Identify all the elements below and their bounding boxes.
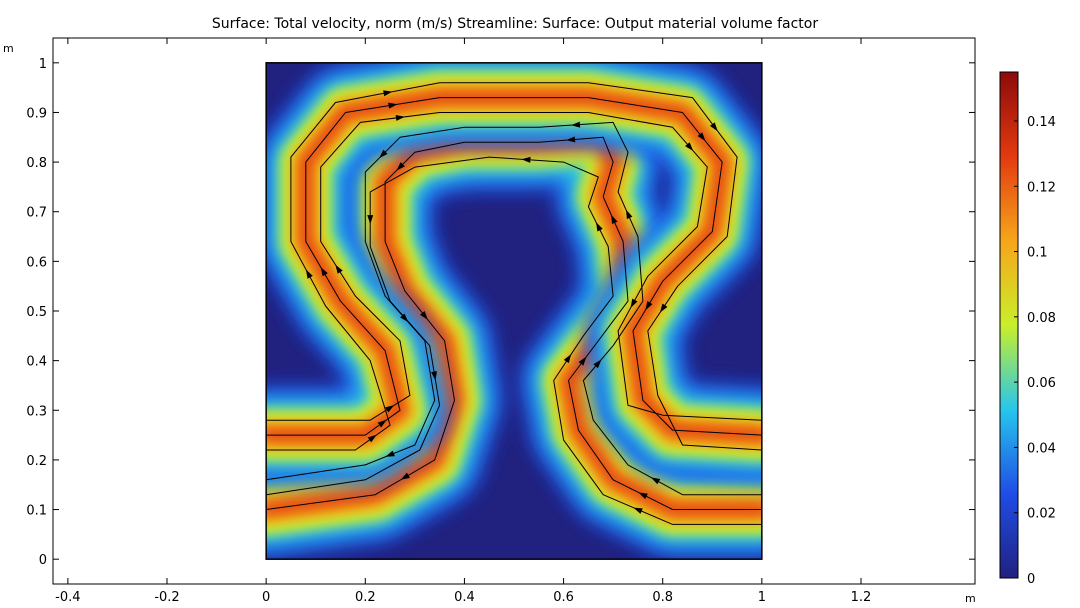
y-axis-unit: m [3,42,14,55]
colorbar-tick-label: 0.06 [1027,376,1056,391]
streamline-arrow [563,353,572,364]
streamline-arrow [377,419,387,428]
streamline-arrow [578,356,587,366]
streamline-arrow [570,121,581,128]
streamline-arrow [396,162,405,171]
streamline-arrow [638,492,648,500]
y-tick-label: 0.1 [26,504,47,519]
streamline-arrow [395,114,405,121]
streamline-arrow [697,132,706,142]
colorbar-tick-label: 0.02 [1027,507,1056,522]
streamline-arrow [659,303,668,313]
streamline-arrow [630,298,638,308]
streamline-arrow [633,507,643,514]
streamline-arrow [400,313,409,323]
colorbar-bar [999,71,1019,579]
domain-border [265,62,763,560]
x-axis: -0.4 -0.2 0 0.2 0.4 0.6 0.8 1 1.2 [55,38,871,605]
streamline-arrow [388,102,398,109]
streamline-arrow [625,209,633,220]
y-tick-label: 1 [39,57,47,72]
x-tick-label: -0.4 [55,590,80,605]
streamline-arrow [566,136,576,143]
streamline-arrow [305,269,313,279]
streamline-arrow [335,264,343,274]
chart-title: Surface: Total velocity, norm (m/s) Stre… [212,16,818,32]
streamline-arrow [650,477,661,485]
streamline-arrow [379,149,388,159]
streamline-arrow [367,434,377,443]
x-tick-label: 0 [262,590,270,605]
y-tick-label: 0.4 [26,355,47,370]
colorbar-ticks: 0 0.02 0.04 0.06 0.08 0.1 0.12 0.14 [1014,115,1056,587]
y-tick-label: 0.7 [26,206,47,221]
streamline-arrow [385,450,395,457]
streamline-arrow [685,142,694,151]
domain-surface [266,62,762,560]
streamline-arrow [367,215,374,225]
x-tick-label: -0.2 [154,590,179,605]
streamline-4 [266,97,762,436]
streamline-arrow [593,359,602,369]
streamline-arrow [419,310,428,320]
streamline-arrow [611,214,618,225]
y-tick-label: 0.6 [26,255,47,270]
x-tick-label: 0.4 [454,590,475,605]
y-tick-label: 0 [39,553,47,568]
x-axis-unit: m [965,592,976,605]
streamlines [266,82,762,525]
streamline-arrow [431,371,437,381]
y-axis: 0 0.1 0.2 0.3 0.4 0.5 0.6 0.7 0.8 0.9 1 [26,57,975,568]
y-tick-label: 0.3 [26,404,47,419]
streamline-arrow [645,301,653,311]
x-tick-label: 0.2 [355,590,376,605]
streamline-3 [266,82,762,451]
x-tick-label: 0.6 [553,590,574,605]
streamline-0 [266,156,762,525]
streamline-arrow [400,472,410,480]
y-tick-label: 0.2 [26,454,47,469]
colorbar-tick-label: 0.1 [1027,246,1048,261]
x-tick-label: 1.2 [851,590,872,605]
colorbar-tick-label: 0.04 [1027,441,1056,456]
x-tick-label: 0.8 [652,590,673,605]
streamline-arrow [320,266,328,277]
y-tick-label: 0.5 [26,305,47,320]
streamline-arrow [709,122,718,132]
colorbar-tick-label: 0.12 [1027,180,1056,195]
colorbar-tick-label: 0.08 [1027,311,1056,326]
y-tick-label: 0.8 [26,156,47,171]
colorbar: 0 0.02 0.04 0.06 0.08 0.1 0.12 0.14 [999,71,1056,587]
colorbar-tick-label: 0 [1027,572,1035,587]
streamline-arrow [521,156,531,163]
streamline-arrow [596,222,603,232]
streamline-arrow [383,90,393,97]
colorbar-tick-label: 0.14 [1027,115,1056,130]
streamline-arrow [385,405,395,413]
streamline-5 [266,112,762,421]
y-tick-label: 0.9 [26,106,47,121]
x-tick-label: 1 [758,590,766,605]
